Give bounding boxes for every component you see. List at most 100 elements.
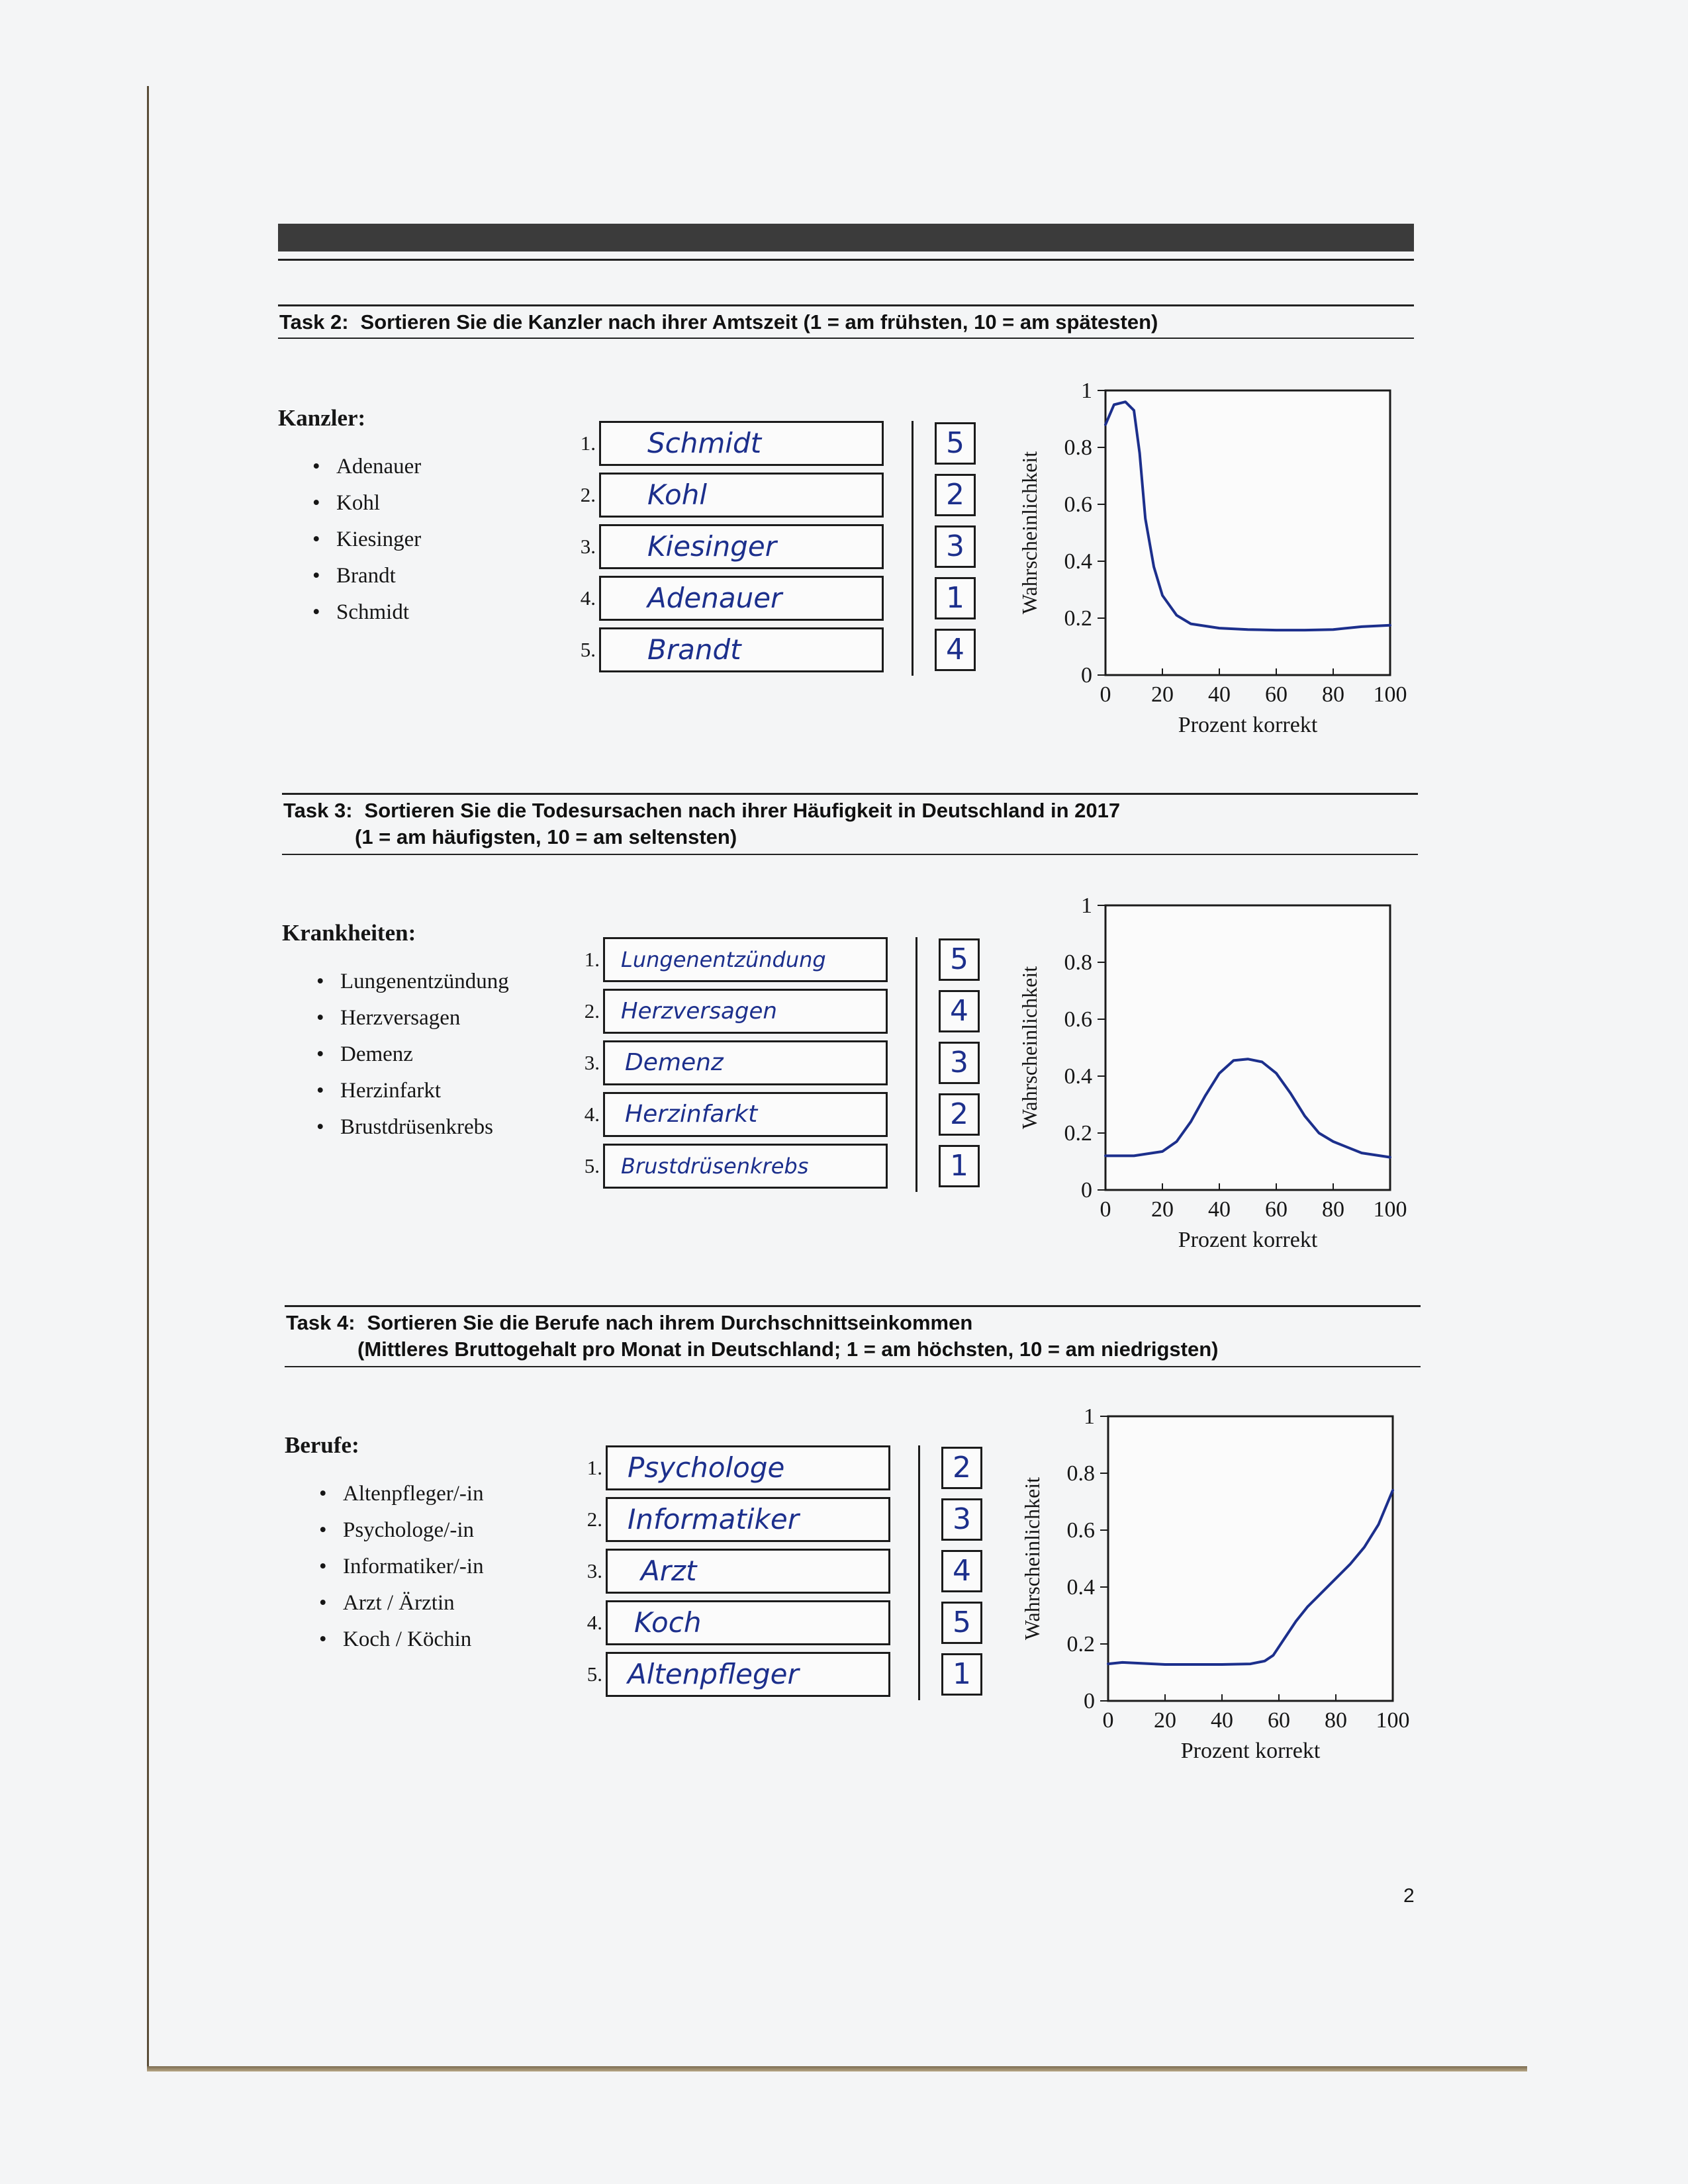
y-tick-label: 1: [1081, 893, 1092, 918]
answer-field[interactable]: Herzinfarkt: [603, 1092, 888, 1137]
list-item: Brandt: [312, 558, 421, 594]
answer-number: 1.: [584, 948, 600, 971]
rank-field[interactable]: 4: [939, 990, 980, 1032]
rank-field[interactable]: 3: [935, 525, 976, 568]
answer-number: 5.: [580, 638, 596, 661]
list-item: Psychologe/-in: [319, 1512, 484, 1549]
x-tick-label: 40: [1208, 1197, 1231, 1222]
answer-field[interactable]: Lungenentzündung: [603, 937, 888, 982]
rank-field[interactable]: 1: [939, 1145, 980, 1187]
list-item: Kohl: [312, 485, 421, 522]
answer-field[interactable]: Brustdrüsenkrebs: [603, 1144, 888, 1189]
x-tick-label: 60: [1268, 1708, 1290, 1733]
header-band: [278, 224, 1414, 251]
x-axis-label: Prozent korrekt: [1178, 713, 1318, 737]
y-tick-label: 0.6: [1064, 1007, 1093, 1032]
answer-number: 3.: [586, 1559, 602, 1582]
x-tick-label: 0: [1100, 1197, 1111, 1222]
x-tick-label: 20: [1154, 1708, 1176, 1733]
answer-field[interactable]: Arzt: [606, 1549, 890, 1594]
x-tick-label: 100: [1376, 1708, 1410, 1733]
rank-field[interactable]: 1: [941, 1653, 982, 1696]
item-list: Adenauer Kohl Kiesinger Brandt Schmidt: [312, 449, 421, 631]
list-heading: Kanzler:: [278, 405, 366, 431]
rank-field[interactable]: 1: [935, 577, 976, 619]
answer-field[interactable]: Koch: [606, 1600, 890, 1645]
y-axis-label: Wahrscheinlichkeit: [1017, 966, 1041, 1129]
probability-chart: 0 20 40 60 80 100 0 0.2 0.4 0.6 0.8 1 Prozent korrek…: [1013, 886, 1423, 1259]
y-tick-label: 0.2: [1064, 1121, 1093, 1146]
series-line: [1107, 1488, 1394, 1666]
task-title: Task 3: Sortieren Sie die Todesursachen n…: [283, 797, 1120, 850]
task-title-line2: (Mittleres Bruttogehalt pro Monat in Deu…: [357, 1338, 1219, 1361]
rank-field[interactable]: 5: [935, 422, 976, 465]
answer-number: 5.: [584, 1154, 600, 1177]
answer-number: 3.: [580, 535, 596, 558]
page-edge: [147, 86, 149, 2071]
task-rule-top: [285, 1305, 1421, 1307]
list-item: Brustdrüsenkrebs: [316, 1109, 509, 1146]
answer-field[interactable]: Kiesinger: [599, 524, 884, 569]
x-tick-label: 60: [1265, 1197, 1288, 1222]
rank-field[interactable]: 3: [941, 1498, 982, 1541]
answer-number: 3.: [584, 1051, 600, 1074]
list-item: Lungenentzündung: [316, 964, 509, 1000]
list-item: Schmidt: [312, 594, 421, 631]
answer-number: 1.: [580, 432, 596, 455]
answer-field[interactable]: Demenz: [603, 1040, 888, 1085]
answer-number: 2.: [586, 1508, 602, 1531]
task-title: Task 4: Sortieren Sie die Berufe nach ihr…: [286, 1310, 1218, 1363]
y-tick-label: 0.8: [1064, 435, 1093, 460]
x-tick-label: 80: [1325, 1708, 1347, 1733]
chart-svg: 0 20 40 60 80 100 0 0.2 0.4 0.6 0.8 1 Prozent korrek…: [1017, 379, 1407, 737]
task-title-line1: Sortieren Sie die Todesursachen nach ihr…: [364, 799, 1121, 822]
rank-field[interactable]: 2: [941, 1447, 982, 1489]
answer-number: 2.: [584, 999, 600, 1023]
answer-number: 2.: [580, 483, 596, 506]
answer-field[interactable]: Schmidt: [599, 421, 884, 466]
x-tick-label: 40: [1211, 1708, 1233, 1733]
answer-field[interactable]: Brandt: [599, 627, 884, 672]
y-tick-label: 0.4: [1064, 1064, 1093, 1089]
list-item: Kiesinger: [312, 522, 421, 558]
list-item: Herzversagen: [316, 1000, 509, 1036]
x-tick-label: 0: [1103, 1708, 1114, 1733]
y-tick-label: 0.8: [1067, 1461, 1096, 1486]
answer-field[interactable]: Altenpfleger: [606, 1652, 890, 1697]
rank-field[interactable]: 5: [941, 1602, 982, 1644]
x-tick-label: 20: [1151, 682, 1174, 707]
answer-field[interactable]: Kohl: [599, 473, 884, 518]
rank-field[interactable]: 2: [935, 474, 976, 516]
item-list: Lungenentzündung Herzversagen Demenz Her…: [316, 964, 509, 1146]
list-item: Informatiker/-in: [319, 1549, 484, 1585]
probability-chart: 0 20 40 60 80 100 0 0.2 0.4 0.6 0.8 1 Prozent korrek…: [1015, 1396, 1426, 1770]
y-axis-label: Wahrscheinlichkeit: [1020, 1477, 1044, 1640]
y-tick-label: 1: [1084, 1404, 1095, 1429]
y-tick-label: 0.4: [1067, 1575, 1096, 1600]
x-tick-label: 60: [1265, 682, 1288, 707]
y-tick-label: 0.2: [1067, 1632, 1096, 1657]
probability-chart: 0 20 40 60 80 100 0 0.2 0.4 0.6 0.8 1 Prozent korrek…: [1013, 371, 1423, 745]
rank-field[interactable]: 2: [939, 1093, 980, 1136]
separator: [918, 1445, 920, 1700]
x-tick-label: 80: [1322, 682, 1344, 707]
answer-field[interactable]: Informatiker: [606, 1497, 890, 1542]
x-tick-label: 100: [1374, 1197, 1407, 1222]
chart-svg: 0 20 40 60 80 100 0 0.2 0.4 0.6 0.8 1 Prozent korrek…: [1017, 893, 1407, 1252]
answer-field[interactable]: Psychologe: [606, 1445, 890, 1490]
answer-field[interactable]: Adenauer: [599, 576, 884, 621]
rank-field[interactable]: 3: [939, 1042, 980, 1084]
y-tick-label: 0.6: [1064, 492, 1093, 517]
y-tick-label: 0: [1081, 663, 1092, 688]
rank-field[interactable]: 4: [941, 1550, 982, 1592]
series-line: [1104, 1058, 1391, 1159]
y-tick-label: 0.2: [1064, 606, 1093, 631]
x-tick-label: 20: [1151, 1197, 1174, 1222]
separator: [912, 421, 914, 676]
list-item: Arzt / Ärztin: [319, 1585, 484, 1621]
answer-field[interactable]: Herzversagen: [603, 989, 888, 1034]
rank-field[interactable]: 5: [939, 938, 980, 981]
chart-svg: 0 20 40 60 80 100 0 0.2 0.4 0.6 0.8 1 Prozent korrek…: [1020, 1404, 1410, 1763]
rank-field[interactable]: 4: [935, 629, 976, 671]
task-rule-top: [282, 793, 1418, 795]
